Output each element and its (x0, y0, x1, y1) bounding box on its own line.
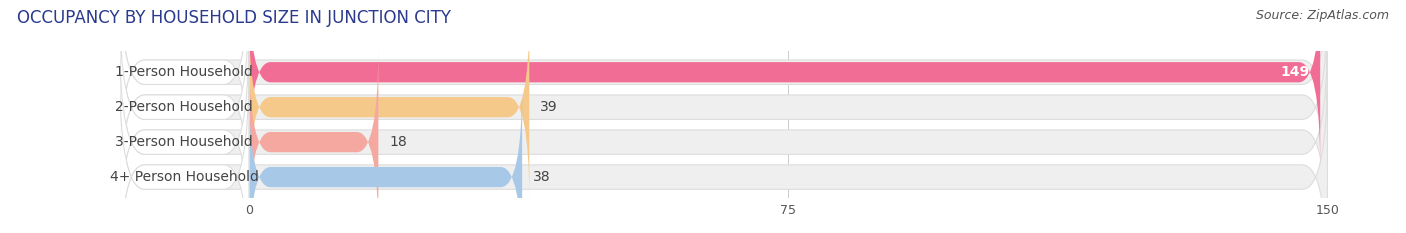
FancyBboxPatch shape (249, 48, 378, 233)
FancyBboxPatch shape (249, 12, 529, 202)
Text: Source: ZipAtlas.com: Source: ZipAtlas.com (1256, 9, 1389, 22)
FancyBboxPatch shape (120, 0, 1327, 217)
FancyBboxPatch shape (249, 0, 1320, 167)
Text: 18: 18 (389, 135, 406, 149)
Text: 39: 39 (540, 100, 558, 114)
FancyBboxPatch shape (120, 0, 1327, 182)
FancyBboxPatch shape (120, 32, 1327, 233)
FancyBboxPatch shape (120, 0, 249, 217)
FancyBboxPatch shape (120, 0, 249, 182)
FancyBboxPatch shape (120, 32, 249, 233)
Text: 1-Person Household: 1-Person Household (115, 65, 253, 79)
Text: 3-Person Household: 3-Person Household (115, 135, 253, 149)
Text: 2-Person Household: 2-Person Household (115, 100, 253, 114)
FancyBboxPatch shape (249, 82, 522, 233)
Text: 4+ Person Household: 4+ Person Household (110, 170, 259, 184)
Text: OCCUPANCY BY HOUSEHOLD SIZE IN JUNCTION CITY: OCCUPANCY BY HOUSEHOLD SIZE IN JUNCTION … (17, 9, 451, 27)
Text: 149: 149 (1281, 65, 1309, 79)
FancyBboxPatch shape (120, 67, 249, 233)
Text: 38: 38 (533, 170, 551, 184)
FancyBboxPatch shape (120, 67, 1327, 233)
